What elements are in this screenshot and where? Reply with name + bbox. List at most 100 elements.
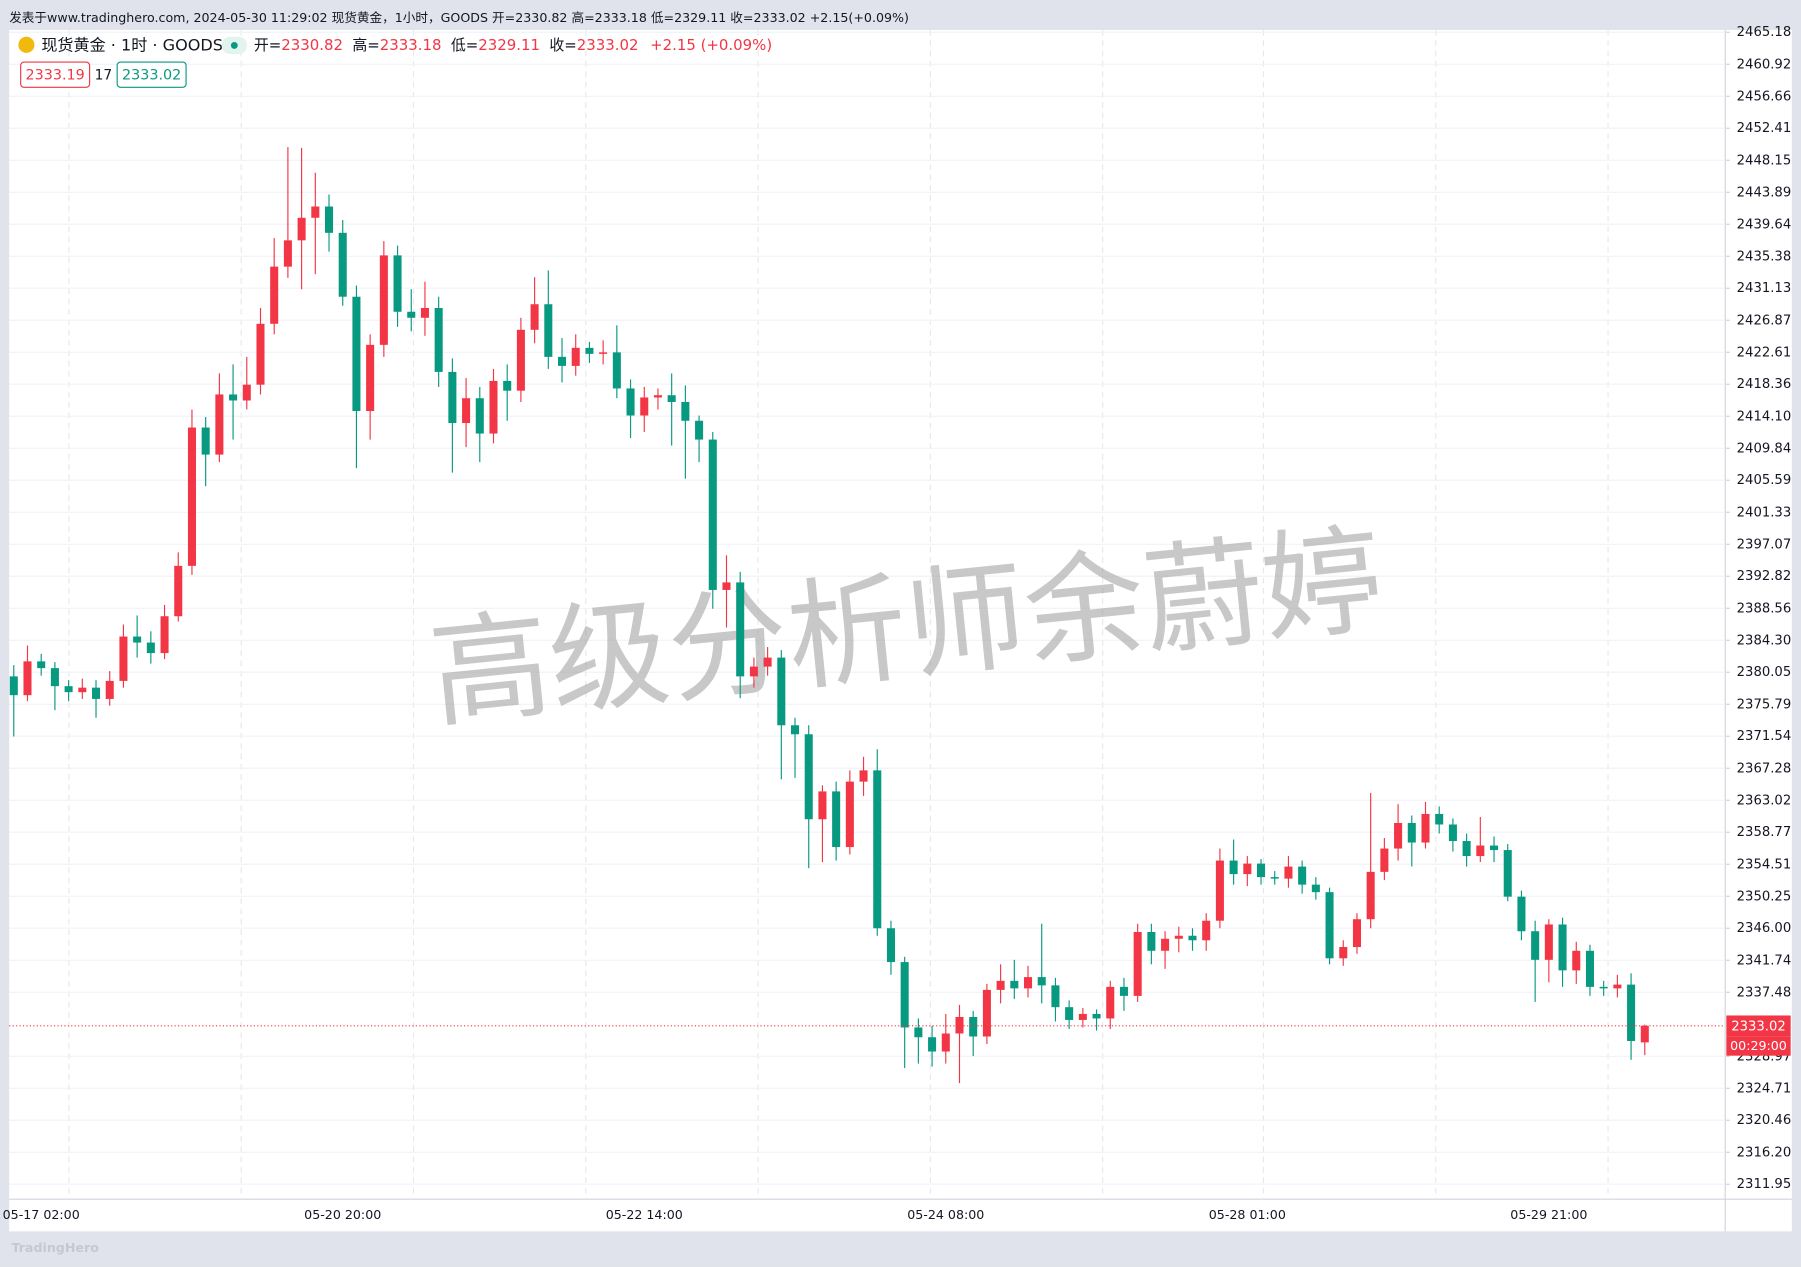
candle-body (366, 344, 375, 411)
x-tick-label: 05-24 08:00 (907, 1207, 984, 1222)
y-tick-label: 2414.10 (1737, 409, 1792, 424)
candle-body (544, 304, 553, 357)
candle-body (1284, 866, 1293, 879)
candle-body (969, 1016, 978, 1037)
buy-price[interactable]: 2333.02 (122, 67, 181, 83)
y-tick-label: 2431.13 (1737, 281, 1792, 296)
candle-body (1106, 986, 1115, 1019)
candle-body (1311, 884, 1320, 893)
candle-body (462, 398, 471, 424)
y-tick-label: 2358.77 (1737, 825, 1792, 840)
y-tick-label: 2375.79 (1737, 697, 1792, 712)
candle-body (749, 666, 758, 677)
y-tick-label: 2397.07 (1737, 537, 1792, 552)
change: +2.15 (+0.09%) (650, 36, 772, 54)
candle-body (1174, 935, 1183, 939)
candle-body (640, 397, 649, 416)
candle-body (1161, 938, 1170, 951)
candle-body (791, 725, 800, 735)
candle-body (324, 206, 334, 233)
ohlc-legend: 开=2330.82 高=2333.18 低=2329.11 收=2333.02 … (254, 36, 772, 54)
candle-body (585, 347, 594, 354)
candle-body (1531, 931, 1540, 960)
high-label: 高= (352, 36, 379, 54)
x-tick-label: 05-28 01:00 (1209, 1207, 1286, 1222)
candle-body (612, 352, 621, 389)
y-tick-label: 2405.59 (1737, 473, 1792, 488)
candle-body (599, 352, 608, 354)
candle-body (955, 1016, 964, 1034)
y-tick-label: 2439.64 (1737, 217, 1792, 232)
candle-body (928, 1037, 937, 1052)
x-tick-label: 05-17 02:00 (3, 1207, 80, 1222)
candle-body (1270, 877, 1279, 879)
candle-body (1380, 848, 1389, 872)
candle-body (146, 642, 155, 654)
candle-body (1078, 1013, 1087, 1020)
y-tick-label: 2418.36 (1737, 377, 1792, 392)
low-value: 2329.11 (478, 36, 540, 54)
candle-body (982, 989, 991, 1037)
buy-box[interactable] (116, 61, 187, 88)
candle-body (1133, 931, 1142, 996)
candle-body (1202, 920, 1211, 941)
candle-body (1558, 924, 1567, 971)
candle-body (886, 928, 895, 963)
candle-body (1448, 824, 1457, 842)
sell-box[interactable] (20, 61, 91, 88)
candle-body (900, 962, 909, 1028)
close-label: 收= (549, 36, 576, 54)
candle-body (78, 687, 87, 693)
candle-body (873, 770, 882, 929)
y-tick-label: 2320.46 (1737, 1113, 1792, 1128)
candle-body (736, 582, 745, 677)
candle-body (64, 686, 73, 693)
candle-body (558, 356, 567, 366)
y-tick-label: 2311.95 (1737, 1177, 1792, 1192)
symbol: 现货黄金 · 1时 · GOODS (41, 35, 223, 54)
candle-body (1257, 863, 1266, 878)
candle-body (105, 680, 114, 699)
y-tick-label: 2452.41 (1737, 121, 1792, 136)
y-tick-label: 2341.74 (1737, 953, 1792, 968)
y-tick-label: 2435.38 (1737, 249, 1792, 264)
y-tick-label: 2316.20 (1737, 1145, 1792, 1160)
y-tick-label: 2350.25 (1737, 889, 1792, 904)
open-label: 开= (254, 36, 281, 54)
y-tick-label: 2401.33 (1737, 505, 1792, 520)
candle-body (695, 420, 704, 440)
candle-body (777, 657, 786, 726)
y-tick-label: 2443.89 (1737, 185, 1792, 200)
sell-price[interactable]: 2333.19 (25, 67, 84, 83)
market-status-dot (230, 41, 238, 49)
candle-body (845, 781, 854, 848)
candle-body (667, 395, 676, 402)
y-tick-label: 2422.61 (1737, 345, 1792, 360)
candle-body (1147, 931, 1156, 951)
candle-body (708, 439, 717, 590)
candle-body (1544, 924, 1553, 960)
last-price-box (1726, 1015, 1791, 1037)
candle-body (448, 371, 457, 424)
candle-body (1640, 1025, 1649, 1043)
open-value: 2330.82 (281, 36, 343, 54)
candle-body (1366, 871, 1375, 920)
spread: 17 (95, 67, 113, 83)
y-tick-label: 2392.82 (1737, 569, 1792, 584)
candle-body (1065, 1007, 1074, 1020)
x-tick-label: 05-20 20:00 (304, 1207, 381, 1222)
candle-body (1517, 896, 1526, 932)
candle-body (9, 676, 18, 696)
candle-body (1243, 863, 1252, 875)
candle-body (1613, 984, 1622, 989)
high-value: 2333.18 (380, 36, 442, 54)
candle-body (23, 661, 32, 696)
candle-body (215, 394, 224, 455)
candle-body (1229, 860, 1238, 875)
last-price-label: 2333.02 (1731, 1019, 1786, 1034)
candle-body (242, 384, 251, 401)
candle-body (1627, 984, 1636, 1042)
chart-area (9, 29, 1792, 1232)
candle-body (1024, 977, 1033, 989)
